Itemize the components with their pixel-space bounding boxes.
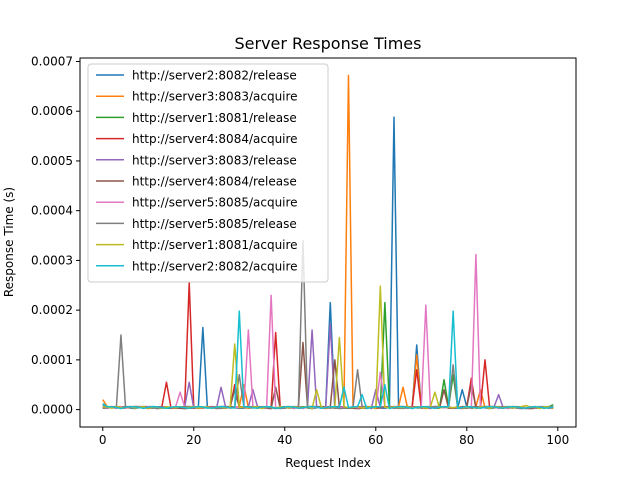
y-tick-label: 0.0002 (31, 303, 73, 317)
legend: http://server2:8082/release http://server… (87, 63, 329, 283)
y-tick-label: 0.0004 (31, 204, 73, 218)
x-tick-label: 100 (546, 433, 569, 447)
y-axis-label: Response Time (s) (2, 187, 16, 297)
legend-entry-label: http://server4:8084/acquire (132, 132, 298, 146)
series-layer (102, 74, 554, 410)
x-tick-label: 40 (277, 433, 292, 447)
axis-layer: 0 20 40 60 80 100 0.0000 0.0001 0.0002 0.0003 0.00… (31, 54, 569, 447)
legend-box (87, 63, 329, 283)
series-line (102, 310, 554, 410)
legend-entry-label: http://server1:8081/release (132, 111, 297, 125)
legend-entry-label: http://server5:8085/acquire (132, 196, 298, 210)
x-tick-label: 60 (368, 433, 383, 447)
x-axis-label: Request Index (285, 456, 371, 470)
y-tick-label: 0.0007 (31, 54, 73, 68)
legend-entry-label: http://server2:8082/release (132, 69, 297, 83)
y-tick-label: 0.0003 (31, 253, 73, 267)
legend-entry-label: http://server3:8083/acquire (132, 90, 298, 104)
x-tick-label: 80 (459, 433, 474, 447)
chart-title: Server Response Times (235, 34, 422, 53)
y-tick-label: 0.0000 (31, 403, 73, 417)
x-tick-label: 0 (99, 433, 107, 447)
y-tick-label: 0.0006 (31, 104, 73, 118)
y-tick-label: 0.0001 (31, 353, 73, 367)
x-tick-label: 20 (186, 433, 201, 447)
legend-entry-label: http://server4:8084/release (132, 175, 297, 189)
legend-entry-label: http://server1:8081/acquire (132, 238, 298, 252)
y-tick-label: 0.0005 (31, 154, 73, 168)
legend-entry-label: http://server5:8085/release (132, 217, 297, 231)
legend-entry-label: http://server2:8082/acquire (132, 259, 298, 273)
plot-frame (79, 57, 577, 428)
legend-entry-label: http://server3:8083/release (132, 153, 297, 167)
